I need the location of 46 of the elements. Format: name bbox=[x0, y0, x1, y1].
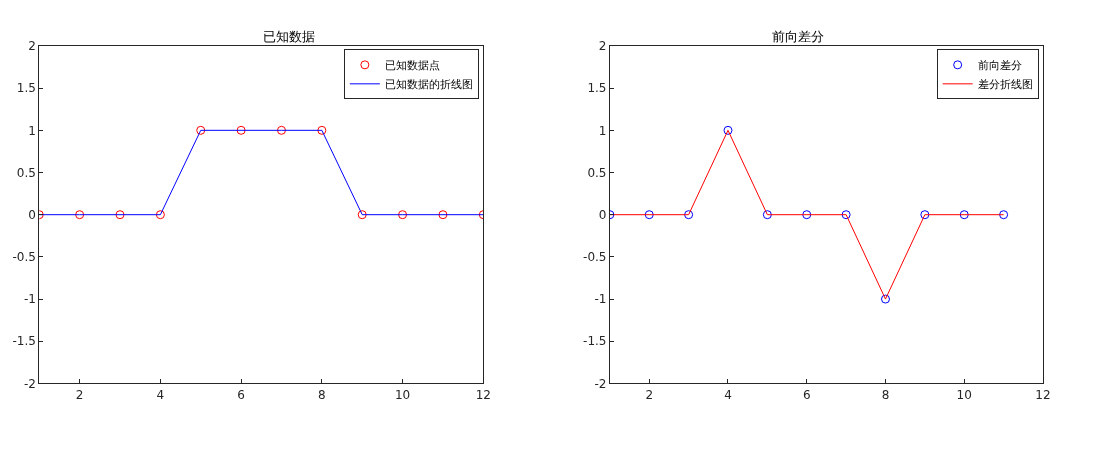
x-tick-label: 6 bbox=[237, 387, 245, 402]
point bbox=[999, 210, 1009, 220]
point bbox=[841, 210, 851, 220]
y-tick-label: 2 bbox=[598, 39, 607, 54]
legend-label: 前向差分 bbox=[977, 59, 1022, 73]
y-tick-label: 2 bbox=[28, 39, 36, 54]
x-tick-label: 2 bbox=[75, 387, 84, 402]
point bbox=[959, 210, 969, 220]
x-tick-label: 2 bbox=[645, 387, 654, 402]
y-tick-label: -0.5 bbox=[583, 250, 607, 265]
y-tick-label: -1 bbox=[23, 292, 36, 307]
legend-label: 已知数据的折线图 bbox=[384, 78, 473, 92]
y-tick-label: 0.5 bbox=[16, 165, 36, 180]
point bbox=[723, 125, 733, 135]
y-tick-label: 1.5 bbox=[16, 81, 36, 96]
x-tick-label: 12 bbox=[1035, 387, 1051, 402]
y-tick-label: -2 bbox=[594, 376, 607, 391]
y-tick-label: -1 bbox=[594, 292, 607, 307]
y-tick-label: -1.5 bbox=[12, 334, 36, 349]
point bbox=[881, 294, 890, 304]
legend-label: 已知数据点 bbox=[384, 59, 440, 73]
y-tick-label: 0.5 bbox=[587, 165, 607, 180]
y-tick-label: 0 bbox=[28, 207, 36, 222]
y-tick-label: -1.5 bbox=[583, 334, 607, 349]
point bbox=[920, 210, 930, 220]
point bbox=[644, 210, 654, 220]
x-tick-label: 10 bbox=[394, 387, 411, 402]
x-tick-label: 8 bbox=[318, 387, 326, 402]
chart-title: 已知数据 bbox=[263, 29, 315, 44]
y-tick-label: 0 bbox=[598, 207, 607, 222]
legend-label: 差分折线图 bbox=[977, 78, 1033, 92]
point bbox=[684, 210, 694, 220]
chart-title: 前向差分 bbox=[772, 29, 824, 44]
y-tick-label: -0.5 bbox=[12, 250, 36, 265]
x-tick-label: 4 bbox=[724, 387, 732, 402]
point bbox=[802, 210, 812, 220]
y-tick-label: -2 bbox=[23, 376, 36, 391]
x-tick-label: 12 bbox=[475, 387, 491, 402]
x-tick-label: 10 bbox=[956, 387, 972, 402]
y-tick-label: 1 bbox=[598, 123, 607, 138]
y-tick-label: 1.5 bbox=[587, 81, 607, 96]
x-tick-label: 6 bbox=[802, 387, 811, 402]
x-tick-label: 8 bbox=[881, 387, 890, 402]
x-tick-label: 4 bbox=[156, 387, 165, 402]
y-tick-label: 1 bbox=[28, 123, 36, 138]
point bbox=[762, 210, 772, 220]
